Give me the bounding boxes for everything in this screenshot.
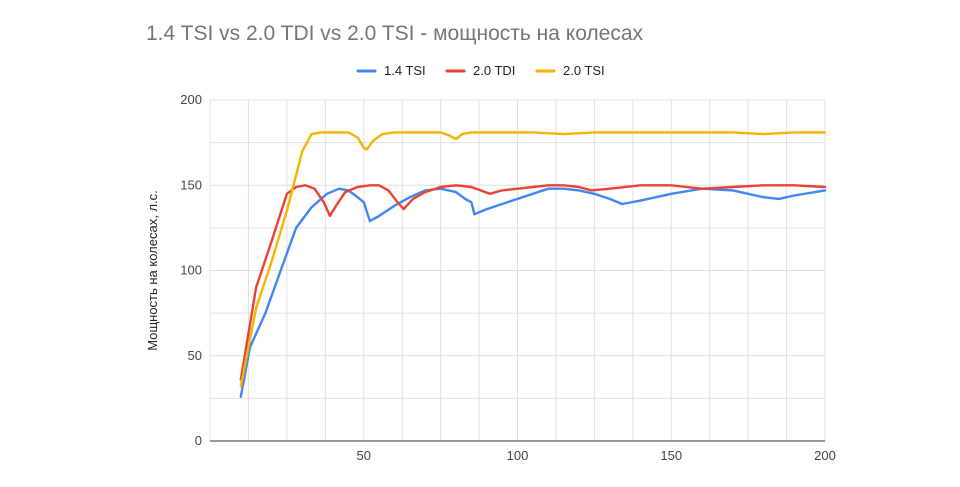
chart-title: 1.4 TSI vs 2.0 TDI vs 2.0 TSI - мощность… (146, 22, 644, 45)
series-line-3 (239, 131, 827, 388)
y-tick-label: 100 (180, 263, 202, 278)
y-tick-label: 0 (195, 433, 202, 448)
y-axis-ticks: 0 50 100 150 200 (180, 92, 202, 448)
x-tick-label: 100 (507, 448, 529, 463)
legend-label: 2.0 TSI (563, 63, 605, 78)
legend-item: 2.0 TSI (535, 63, 605, 78)
x-tick-label: 200 (814, 448, 836, 463)
x-tick-label: 50 (357, 448, 371, 463)
y-tick-label: 200 (180, 92, 202, 107)
x-tick-label: 150 (660, 448, 682, 463)
x-axis-ticks: 50 100 150 200 (357, 448, 836, 463)
y-axis-label: Мощность на колесах, л.с. (145, 190, 160, 351)
legend-item: 1.4 TSI (356, 63, 426, 78)
legend-item: 2.0 TDI (445, 63, 515, 78)
series-line-2 (239, 184, 827, 381)
series-line-1 (239, 187, 827, 398)
y-tick-label: 150 (180, 177, 202, 192)
legend-label: 1.4 TSI (384, 63, 426, 78)
legend: 1.4 TSI 2.0 TDI 2.0 TSI (356, 63, 605, 78)
grid (209, 99, 826, 441)
series-group (239, 131, 827, 398)
legend-label: 2.0 TDI (473, 63, 515, 78)
y-tick-label: 50 (188, 348, 202, 363)
